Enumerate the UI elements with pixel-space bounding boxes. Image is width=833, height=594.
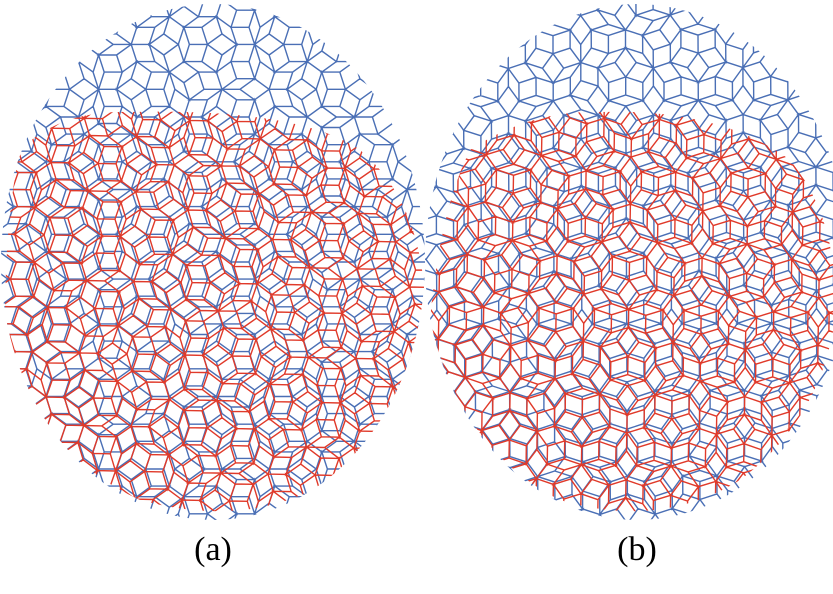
- panel-b: [391, 0, 833, 550]
- red-region: [0, 0, 458, 550]
- red-tiling: [0, 0, 458, 550]
- blue-tiling: [0, 0, 454, 542]
- figure: (a) (b): [0, 0, 833, 594]
- panel-a: [0, 0, 458, 550]
- panel-label: (a): [194, 531, 232, 568]
- red-region: [394, 0, 833, 550]
- red-tiling: [394, 0, 833, 550]
- panel-label: (b): [617, 531, 657, 568]
